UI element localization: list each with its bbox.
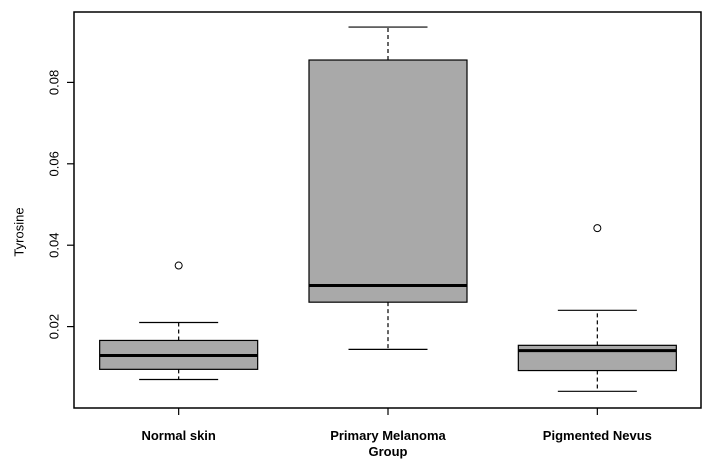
outlier — [593, 224, 602, 233]
x-tick-label: Primary Melanoma Group — [330, 428, 446, 459]
y-tick-label: 0.06 — [46, 151, 61, 176]
y-tick-label: 0.02 — [46, 314, 61, 339]
x-tick-label: Normal skin — [141, 428, 216, 443]
y-tick-label: 0.08 — [46, 70, 61, 95]
y-tick-label: 0.04 — [46, 233, 61, 258]
outlier — [174, 261, 183, 270]
x-tick-label: Pigmented Nevus — [542, 428, 652, 443]
box — [308, 59, 468, 303]
box — [517, 344, 677, 372]
y-axis-label: Tyrosine — [11, 207, 26, 256]
